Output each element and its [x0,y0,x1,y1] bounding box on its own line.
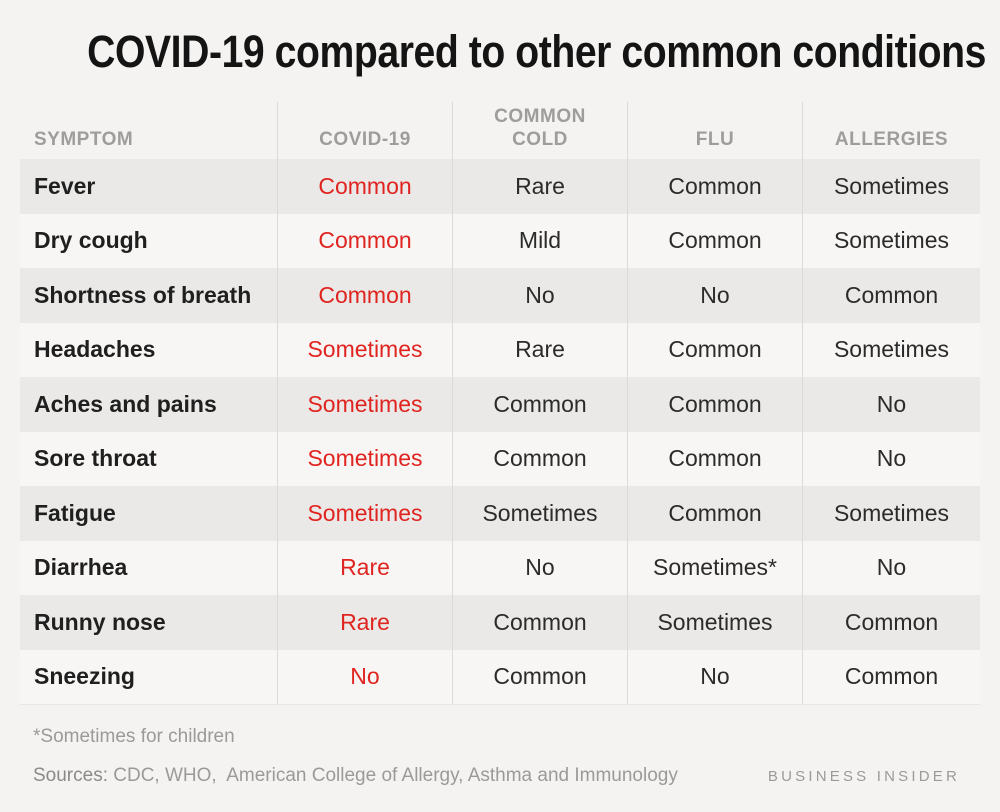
table-row-aches-and-pains: Aches and pains Sometimes Common Common … [20,377,980,432]
covid19-cell: Common [277,213,452,268]
table-row-fatigue: Fatigue Sometimes Sometimes Common Somet… [20,486,980,541]
flu-cell: Common [627,486,802,541]
covid19-cell: No [277,649,452,704]
column-header-symptom: SYMPTOM [34,129,134,151]
symptom-cell: Sore throat [34,445,157,472]
flu-cell: Sometimes [627,595,802,650]
flu-cell: Common [627,377,802,432]
allergies-cell: No [802,377,980,432]
common-cold-cell: Common [452,431,627,486]
symptom-comparison-table: SYMPTOM COVID-19 COMMON COLD FLU ALLERGI… [20,102,980,705]
table-row-dry-cough: Dry cough Common Mild Common Sometimes [20,213,980,268]
table-row-sneezing: Sneezing No Common No Common [20,649,980,704]
allergies-cell: No [802,540,980,595]
sources-text: CDC, WHO, American College of Allergy, A… [107,765,678,786]
table-row-headaches: Headaches Sometimes Rare Common Sometime… [20,322,980,377]
common-cold-cell: No [452,268,627,323]
symptom-cell: Shortness of breath [34,281,252,308]
column-header-flu: FLU [627,102,802,159]
flu-cell: No [627,268,802,323]
table-row-sore-throat: Sore throat Sometimes Common Common No [20,431,980,486]
table-row-runny-nose: Runny nose Rare Common Sometimes Common [20,595,980,650]
flu-cell: Common [627,213,802,268]
footer-row: Sources: CDC, WHO, American College of A… [33,765,967,787]
table-row-fever: Fever Common Rare Common Sometimes [20,159,980,214]
flu-cell: No [627,649,802,704]
column-header-allergies: ALLERGIES [802,102,980,159]
common-cold-cell: Rare [452,322,627,377]
title-wrap: COVID-19 compared to other common condit… [20,28,986,80]
symptom-cell: Fever [34,172,96,199]
symptom-cell: Aches and pains [34,390,217,417]
symptom-cell: Dry cough [34,227,148,254]
common-cold-cell: Common [452,649,627,704]
table-header-row: SYMPTOM COVID-19 COMMON COLD FLU ALLERGI… [20,102,980,159]
covid19-cell: Sometimes [277,322,452,377]
column-header-common-cold: COMMON COLD [452,102,627,159]
allergies-cell: Sometimes [802,486,980,541]
common-cold-cell: Mild [452,213,627,268]
business-insider-wordmark: BUSINESS INSIDER [767,768,960,785]
allergies-cell: Common [802,649,980,704]
covid19-cell: Sometimes [277,377,452,432]
allergies-cell: Common [802,268,980,323]
symptom-cell: Sneezing [34,663,135,690]
covid19-cell: Sometimes [277,486,452,541]
allergies-cell: Common [802,595,980,650]
symptom-cell: Fatigue [34,499,116,526]
infographic-page: COVID-19 compared to other common condit… [20,28,986,787]
allergies-cell: Sometimes [802,322,980,377]
table-row-diarrhea: Diarrhea Rare No Sometimes* No [20,540,980,595]
covid19-cell: Common [277,268,452,323]
covid19-cell: Rare [277,595,452,650]
page-title: COVID-19 compared to other common condit… [87,26,986,77]
allergies-cell: Sometimes [802,159,980,214]
flu-cell: Sometimes* [627,540,802,595]
symptom-cell: Diarrhea [34,554,128,581]
common-cold-cell: Common [452,377,627,432]
column-header-common-cold-label: COMMON COLD [494,105,586,151]
footnote: *Sometimes for children [33,726,235,747]
covid19-cell: Sometimes [277,431,452,486]
flu-cell: Common [627,431,802,486]
covid19-cell: Common [277,159,452,214]
column-header-covid19: COVID-19 [277,102,452,159]
sources-line: Sources: CDC, WHO, American College of A… [33,765,678,787]
common-cold-cell: Common [452,595,627,650]
table-row-shortness-of-breath: Shortness of breath Common No No Common [20,268,980,323]
sources-label: Sources: [33,765,108,786]
flu-cell: Common [627,159,802,214]
allergies-cell: No [802,431,980,486]
allergies-cell: Sometimes [802,213,980,268]
covid19-cell: Rare [277,540,452,595]
symptom-cell: Runny nose [34,608,166,635]
common-cold-cell: No [452,540,627,595]
symptom-cell: Headaches [34,336,156,363]
flu-cell: Common [627,322,802,377]
common-cold-cell: Rare [452,159,627,214]
common-cold-cell: Sometimes [452,486,627,541]
